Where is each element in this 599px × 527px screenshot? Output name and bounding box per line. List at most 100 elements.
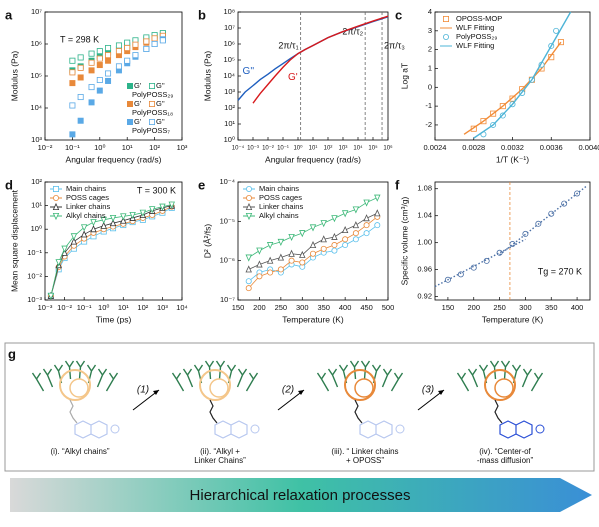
marker (55, 259, 62, 267)
marker (109, 219, 117, 227)
alkyl-branch (215, 360, 226, 380)
legend-label: WLF Fitting (456, 41, 494, 50)
legend-label: Alkyl chains (259, 211, 299, 220)
marker (331, 242, 338, 249)
x-tick-label: 10⁻³ (38, 303, 53, 312)
step-label: (1) (137, 385, 149, 396)
marker (132, 41, 139, 48)
step-arrow (277, 389, 305, 411)
marker (374, 194, 381, 202)
panel-letter: d (5, 177, 13, 192)
main-end (110, 424, 120, 434)
marker (288, 233, 295, 242)
alkyl-branch (467, 368, 479, 388)
alkyl-branch (390, 372, 404, 392)
x-tick-label: 250 (493, 303, 506, 312)
x-tick-label: 400 (571, 303, 584, 312)
legend-marker (148, 83, 155, 90)
marker (69, 69, 76, 76)
marker (90, 225, 97, 233)
marker (77, 54, 84, 61)
x-axis-title: Angular frequency (rad/s) (66, 154, 162, 164)
linker-chain (209, 399, 218, 424)
legend-label: G'' (156, 99, 165, 108)
marker (266, 256, 274, 264)
panel-letter: a (5, 7, 13, 22)
x-tick-label: 0.0028 (462, 143, 485, 152)
y-tick-label: 1.08 (417, 184, 432, 193)
legend-marker (53, 194, 60, 201)
marker (96, 76, 103, 83)
legend-marker (245, 202, 253, 210)
marker (352, 236, 359, 243)
marker (151, 41, 158, 48)
annotation: T = 300 K (137, 185, 176, 195)
y-tick-label: 10² (31, 177, 42, 186)
x-tick-label: 0.0032 (501, 143, 524, 152)
poss-cage (59, 369, 91, 401)
state-label: (i). “Alkyl chains” (50, 447, 109, 456)
annotation: Tg = 270 K (538, 266, 582, 276)
marker (363, 230, 370, 237)
x-tick-label: 10⁶ (383, 145, 393, 152)
x-tick-label: 10³ (339, 146, 348, 152)
y-tick-label: 2 (428, 45, 432, 54)
alkyl-branch (360, 360, 371, 380)
marker (70, 237, 78, 245)
legend-label: Main chains (259, 184, 299, 193)
x-tick-label: 500 (382, 303, 395, 312)
marker (299, 250, 306, 258)
x-tick-label: 350 (545, 303, 558, 312)
x-axis-title: Temperature (K) (282, 314, 344, 324)
alkyl-branch (75, 360, 86, 380)
legend-label: G' (134, 117, 142, 126)
marker (309, 240, 317, 249)
marker (120, 213, 127, 221)
marker (100, 221, 107, 229)
legend-group-label: PolyPOSS₁₈ (132, 108, 173, 117)
alkyl-branch (381, 368, 393, 388)
x-tick-label: 450 (360, 303, 373, 312)
series-line (434, 238, 526, 288)
legend-marker (245, 185, 252, 192)
marker (320, 220, 327, 228)
marker (115, 63, 122, 70)
legend-marker (127, 101, 134, 108)
y-tick-label: 3 (428, 26, 432, 35)
marker (288, 249, 295, 257)
x-axis-title: Time (ps) (96, 314, 132, 324)
x-tick-label: 10⁻² (57, 303, 72, 312)
series-label: G' (288, 72, 298, 83)
alkyl-branch (327, 368, 339, 388)
state-label: (iii). “ Linker chains (331, 447, 398, 456)
y-tick-label: 1.04 (417, 211, 432, 220)
marker (277, 266, 284, 273)
plot-frame (434, 181, 591, 301)
legend-label: POSS cages (66, 193, 109, 202)
y-tick-label: 10¹ (31, 201, 42, 210)
panel-letter: g (8, 346, 16, 361)
poss-cage (484, 369, 516, 401)
y-tick-label: 10⁴ (30, 103, 42, 112)
legend-label: OPOSS-MOP (456, 14, 502, 23)
poss-cage (344, 369, 376, 401)
main-end (395, 424, 405, 434)
marker (331, 215, 338, 223)
legend-marker (245, 194, 252, 201)
marker (148, 206, 156, 214)
poss-cage (494, 378, 514, 398)
marker (77, 117, 84, 124)
y-axis-title: D² (Å²/fs) (202, 224, 212, 259)
y-tick-label: 10⁷ (31, 7, 42, 16)
marker (69, 57, 76, 64)
x-tick-label: 10⁻⁴ (232, 145, 245, 152)
marker (69, 102, 76, 109)
y-tick-label: 1.00 (417, 238, 432, 247)
marker (77, 94, 84, 101)
marker (124, 39, 131, 46)
marker (96, 87, 103, 94)
marker (143, 45, 150, 52)
marker (109, 214, 117, 223)
marker (320, 235, 327, 243)
y-tick-label: 4 (428, 7, 432, 16)
